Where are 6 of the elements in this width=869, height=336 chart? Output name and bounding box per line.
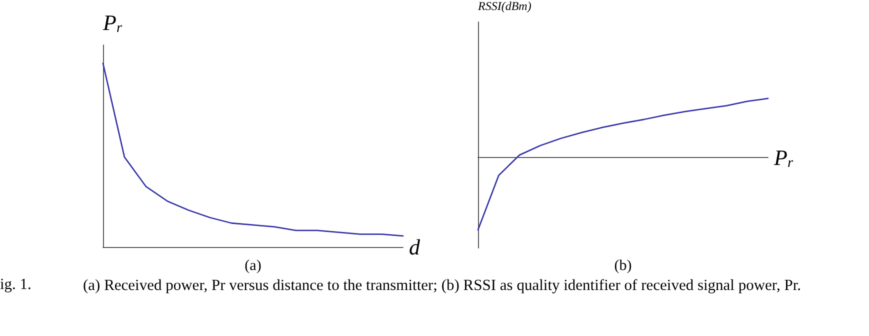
- text: (a) Received power, Pr versus distance to the transmitter; (b) RSSI as quality identifier of received signal power, Pr.: [83, 276, 802, 295]
- text: (a): [244, 258, 262, 275]
- x-axis-title: d: [409, 234, 421, 260]
- y-axis-title: RSSI(dBm): [477, 0, 532, 13]
- text: ig. 1.: [0, 276, 32, 295]
- text: (b): [613, 258, 633, 275]
